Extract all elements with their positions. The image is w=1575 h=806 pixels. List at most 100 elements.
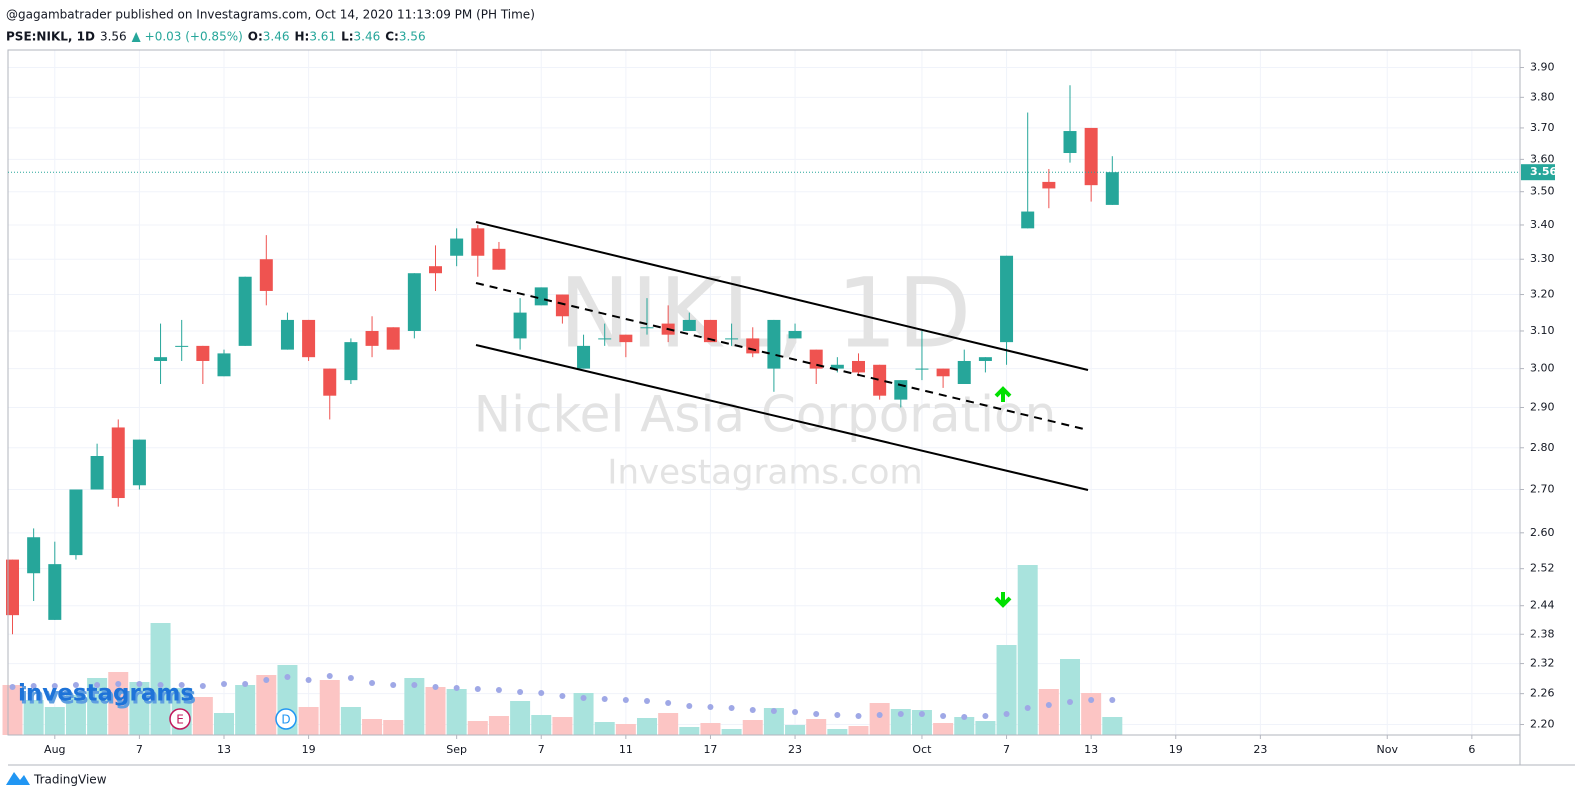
y-tick-label: 3.70 (1530, 121, 1555, 134)
candle-body (259, 259, 273, 291)
candle-body (682, 319, 696, 331)
volume-ma-dot (665, 700, 672, 706)
candle-body (69, 489, 83, 556)
channel-mid (475, 282, 1089, 431)
candle-body (450, 238, 464, 256)
volume-ma-dot (199, 683, 206, 689)
candle-body (746, 338, 760, 354)
volume-ma-dot (834, 712, 841, 718)
axes: 3.90 3.80 3.70 3.60 3.50 3.40 3.30 3.20 3.10 3.00… (8, 61, 1557, 756)
volume-ma-dot (9, 684, 16, 690)
volume-bar (975, 721, 996, 735)
earnings-marker[interactable] (169, 708, 191, 730)
volume-bar (446, 689, 467, 735)
volume-bar (362, 719, 383, 735)
y-tick-label: 3.00 (1530, 362, 1555, 375)
x-tick-label: Nov (1377, 743, 1399, 756)
volume-bar (911, 710, 932, 735)
y-tick-label: 3.90 (1530, 61, 1555, 74)
volume-ma-dot (1067, 699, 1073, 705)
volume-bar (235, 685, 256, 735)
volume-ma-dot (792, 709, 799, 715)
volume-ma-dot (94, 682, 101, 688)
volume-ma-dot (707, 704, 714, 710)
candle-body (577, 345, 591, 369)
candle-body (429, 266, 442, 274)
volume-bar (510, 701, 531, 735)
volume-bar (44, 707, 65, 735)
volume-ma-dot (813, 711, 820, 717)
up-triangle (131, 32, 141, 42)
candle-body (936, 368, 950, 377)
volume-ma-dot (897, 711, 904, 717)
volume-bar (319, 680, 340, 735)
candle-body (534, 287, 548, 306)
y-tick-label: 2.60 (1530, 526, 1555, 539)
volume-bar (869, 703, 890, 735)
candle-body (132, 439, 146, 486)
candle-body (767, 319, 781, 369)
change: +0.03 (+0.85%) (145, 30, 243, 44)
volume-ma-dot (622, 697, 629, 703)
volume-ma-dot (1024, 705, 1031, 711)
earnings-marker-label: E (176, 713, 184, 727)
volume-ma-dot (1109, 697, 1116, 703)
volume-bar (467, 721, 488, 735)
candle-body (154, 357, 168, 361)
x-tick-label: 19 (1169, 743, 1183, 756)
volume-bar (721, 729, 742, 735)
x-tick-label: 19 (302, 743, 316, 756)
volume-bar (615, 724, 636, 735)
channel-lower (475, 344, 1089, 491)
volume-bar (23, 700, 44, 735)
dividend-marker-label: D (281, 713, 290, 727)
watermark-symbol: NIKL, 1D (559, 257, 972, 369)
candles (6, 85, 1119, 635)
candle-body (809, 349, 823, 369)
volume-bar (531, 715, 552, 735)
volume-ma-dot (432, 684, 439, 690)
volume-bar (594, 722, 615, 735)
volume-ma-dot (51, 683, 58, 689)
y-tick-label: 2.70 (1530, 483, 1555, 496)
volume-bar (65, 695, 86, 735)
candle-body (280, 319, 294, 350)
dividend-marker[interactable] (275, 708, 297, 730)
volume-ma-dot (644, 698, 650, 704)
published-line: @gagambatrader published on Investagrams… (6, 8, 535, 22)
volume-ma-dot (876, 712, 883, 718)
candle-body (175, 345, 189, 347)
candle-body (407, 273, 421, 331)
volume-bar (890, 709, 911, 735)
volume-ma-dot (1045, 702, 1052, 708)
volume-bar (1060, 659, 1080, 735)
candle-body (1042, 181, 1056, 189)
volume-ma-dot (495, 687, 502, 693)
volume-bar (214, 713, 234, 735)
candle-body (640, 327, 654, 329)
volume-ma-dot (242, 681, 249, 687)
candle-body (492, 248, 506, 270)
volume-ma-dot (453, 685, 460, 691)
candle-body (302, 319, 316, 358)
x-tick-label: 6 (1468, 743, 1475, 756)
ohlc-value: 3.46 (354, 30, 381, 44)
grid (8, 50, 1520, 735)
candle-body (555, 294, 569, 317)
candle-body (6, 559, 19, 616)
volume-ma-dot (178, 682, 185, 688)
volume-ma-dot (72, 682, 79, 688)
x-tick-label: 11 (619, 743, 633, 756)
tradingview-icon (6, 772, 30, 785)
y-tick-label: 2.90 (1530, 401, 1555, 414)
y-tick-label: 3.40 (1530, 218, 1555, 231)
candle-body (238, 276, 252, 346)
volume-bar (108, 672, 129, 735)
investagrams-logo-shadow: investagrams (20, 684, 196, 710)
y-tick-label: 3.50 (1530, 185, 1555, 198)
y-tick-label: 3.20 (1530, 288, 1555, 301)
volume-ma-dot (390, 682, 397, 688)
volume-bar (763, 708, 784, 735)
candle-body (217, 353, 231, 377)
